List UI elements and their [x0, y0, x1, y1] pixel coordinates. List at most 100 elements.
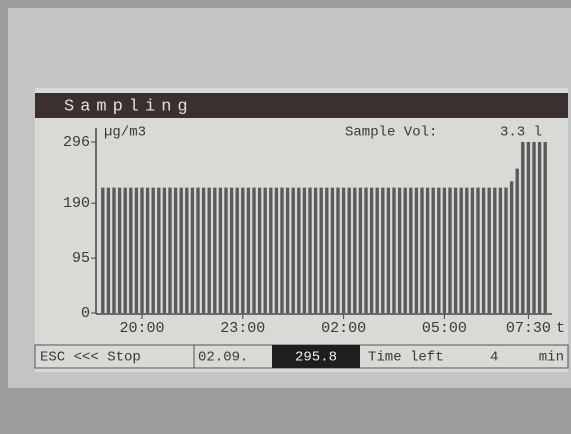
- bar: [308, 188, 311, 313]
- y-tick-label: 95: [72, 250, 90, 267]
- bar: [314, 188, 317, 313]
- bar: [252, 188, 255, 313]
- x-axis-label: t: [556, 320, 565, 337]
- bar: [292, 188, 295, 313]
- bar: [219, 188, 222, 313]
- sample-vol-value: 3.3 l: [500, 125, 542, 141]
- bar: [420, 188, 423, 313]
- screen-photo: Sampling µg/m3 Sample Vol: 3.3 l t ESC <…: [0, 0, 571, 434]
- x-tick-label: 02:00: [321, 320, 366, 337]
- esc-stop[interactable]: ESC <<< Stop: [40, 350, 141, 366]
- bar: [180, 188, 183, 313]
- bar: [196, 188, 199, 313]
- bar: [168, 188, 171, 313]
- bar: [224, 188, 227, 313]
- title: Sampling: [64, 97, 194, 116]
- bar: [191, 188, 194, 313]
- bar: [247, 188, 250, 313]
- bar: [331, 188, 334, 313]
- bar: [135, 188, 138, 313]
- bar: [230, 188, 233, 313]
- time-left-label: Time left: [368, 350, 444, 366]
- bar: [208, 188, 211, 313]
- bar: [297, 188, 300, 313]
- bar: [387, 188, 390, 313]
- bar: [264, 188, 267, 313]
- bar: [163, 188, 166, 313]
- bar: [185, 188, 188, 313]
- bar: [454, 188, 457, 313]
- x-tick-label: 07:30: [506, 320, 551, 337]
- bar: [392, 188, 395, 313]
- bar: [415, 188, 418, 313]
- bar: [493, 188, 496, 313]
- bar: [258, 188, 261, 313]
- bar: [504, 188, 507, 313]
- bar: [336, 188, 339, 313]
- bar: [404, 188, 407, 313]
- bar: [544, 142, 547, 313]
- bar: [370, 188, 373, 313]
- bar: [140, 188, 143, 313]
- bar: [320, 188, 323, 313]
- bar: [286, 188, 289, 313]
- reading: 295.8: [295, 350, 337, 366]
- bar: [174, 188, 177, 313]
- bar: [342, 188, 345, 313]
- bar: [303, 188, 306, 313]
- bar: [348, 188, 351, 313]
- bar: [465, 188, 468, 313]
- bar: [476, 188, 479, 313]
- y-tick-label: 296: [63, 134, 90, 151]
- y-tick-label: 0: [81, 305, 90, 322]
- bar: [107, 188, 110, 313]
- bar: [124, 188, 127, 313]
- bar: [112, 188, 115, 313]
- time-left-unit: min: [539, 350, 564, 366]
- bar: [118, 188, 121, 313]
- bar: [521, 142, 524, 313]
- bar: [325, 188, 328, 313]
- bar: [482, 188, 485, 313]
- bar: [280, 188, 283, 313]
- bar: [516, 169, 519, 313]
- bar: [460, 188, 463, 313]
- bar: [398, 188, 401, 313]
- bar: [409, 188, 412, 313]
- x-tick-label: 23:00: [220, 320, 265, 337]
- bar: [532, 142, 535, 313]
- bar: [471, 188, 474, 313]
- bar: [202, 188, 205, 313]
- bar: [527, 142, 530, 313]
- bar: [275, 188, 278, 313]
- bar: [510, 181, 513, 313]
- bar: [152, 188, 155, 313]
- bar: [213, 188, 216, 313]
- bar: [448, 188, 451, 313]
- bar: [269, 188, 272, 313]
- y-tick-label: 190: [63, 195, 90, 212]
- bar: [241, 188, 244, 313]
- date: 02.09.: [198, 350, 248, 366]
- bar: [426, 188, 429, 313]
- x-tick-label: 05:00: [422, 320, 467, 337]
- bar: [381, 188, 384, 313]
- x-tick-label: 20:00: [119, 320, 164, 337]
- bar: [101, 188, 104, 313]
- bar: [432, 188, 435, 313]
- time-left-value: 4: [490, 350, 498, 366]
- bar: [353, 188, 356, 313]
- bar: [129, 188, 132, 313]
- bar: [538, 142, 541, 313]
- sample-vol-label: Sample Vol:: [345, 125, 437, 141]
- bar: [488, 188, 491, 313]
- bar: [146, 188, 149, 313]
- bar: [157, 188, 160, 313]
- bar: [364, 188, 367, 313]
- bar: [437, 188, 440, 313]
- bar: [236, 188, 239, 313]
- bar: [359, 188, 362, 313]
- bar: [376, 188, 379, 313]
- bar: [499, 188, 502, 313]
- y-unit: µg/m3: [104, 125, 146, 141]
